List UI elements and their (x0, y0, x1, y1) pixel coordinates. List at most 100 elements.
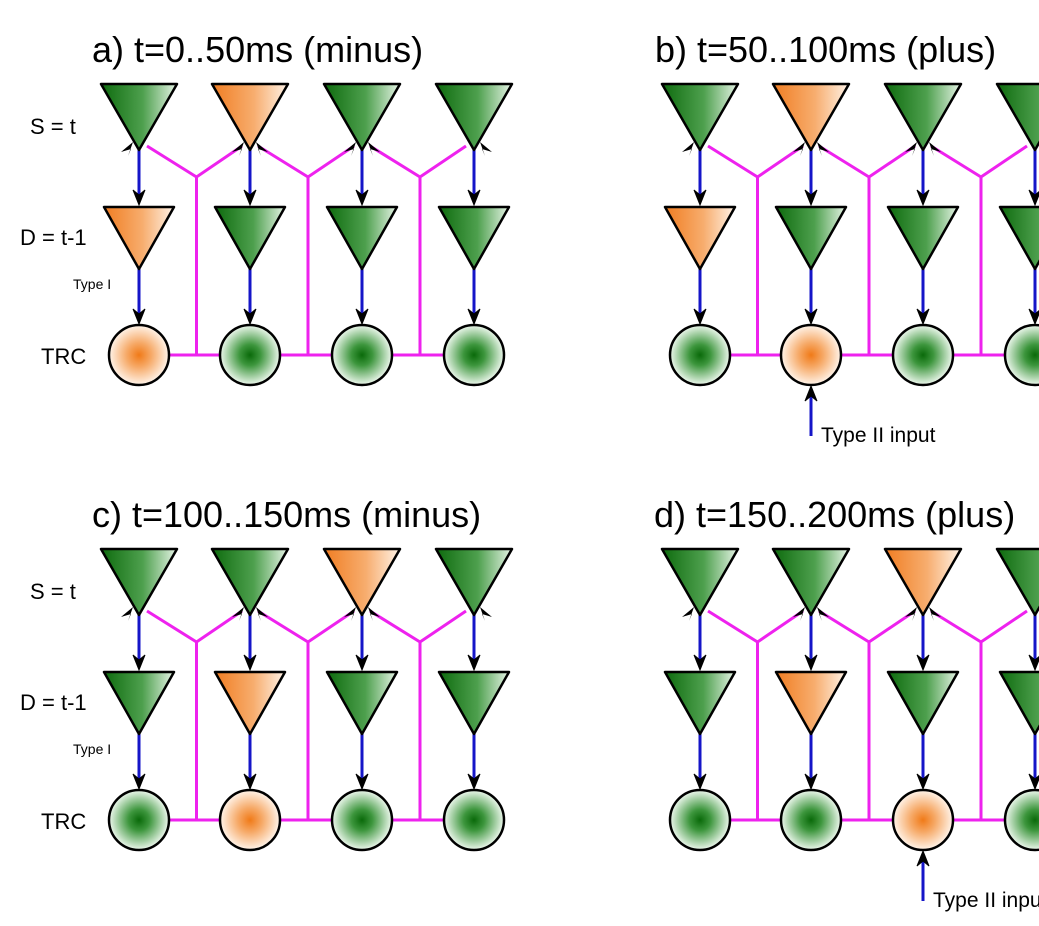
panel-a: a) t=0..50ms (minus) S = t D = t-1 TRC Type… (20, 29, 514, 387)
projection-arrowhead (132, 189, 146, 207)
projection-arrowhead (355, 308, 369, 326)
lateral-arrowhead (905, 607, 917, 621)
row-label-trc: TRC (41, 809, 86, 834)
trc-neuron (218, 323, 282, 387)
projection-arrowhead (916, 189, 930, 207)
projection-arrowhead (804, 189, 818, 207)
superficial-neuron (210, 547, 290, 617)
lateral-arrowhead (480, 142, 492, 156)
superficial-neuron (99, 547, 179, 617)
row-label-deep: D = t-1 (20, 690, 87, 715)
trc-neuron-active (107, 323, 171, 387)
deep-neuron (437, 670, 511, 736)
lateral-link (930, 144, 1028, 357)
superficial-neuron (434, 547, 514, 617)
projection-arrowhead (243, 308, 257, 326)
lateral-arrowhead (256, 607, 268, 621)
projection-arrowhead (243, 654, 257, 672)
superficial-neuron (660, 82, 740, 152)
deep-neuron (213, 205, 287, 271)
lateral-connections (707, 144, 1028, 357)
trc-neuron (1003, 788, 1039, 852)
trc-neuron (330, 788, 394, 852)
projection-arrowhead (1028, 654, 1039, 672)
panel-title: d) t=150..200ms (plus) (654, 494, 1015, 535)
trc-neuron (442, 323, 506, 387)
projection-arrowhead (693, 308, 707, 326)
type-one-label: Type I (73, 741, 111, 757)
lateral-link (257, 144, 355, 357)
superficial-neuron-active (771, 82, 851, 152)
row-label-superficial: S = t (30, 579, 76, 604)
type-two-arrowhead (804, 384, 818, 402)
row-label-trc: TRC (41, 344, 86, 369)
lateral-link (146, 144, 243, 357)
projection-arrowhead (467, 189, 481, 207)
projection-arrowhead (467, 773, 481, 791)
lateral-connections (146, 144, 467, 357)
projection-arrowhead (1028, 773, 1039, 791)
superficial-neuron-active (322, 547, 402, 617)
type-two-arrowhead (916, 849, 930, 867)
projection-arrowhead (804, 654, 818, 672)
lateral-link (707, 609, 804, 822)
superficial-neuron-active (883, 547, 963, 617)
superficial-neuron (660, 547, 740, 617)
projection-arrowhead (693, 654, 707, 672)
projection-arrowhead (467, 654, 481, 672)
trc-neuron (330, 323, 394, 387)
panel-b: b) t=50..100ms (plus) Type II input (655, 29, 1039, 447)
lateral-link (369, 144, 467, 357)
superficial-neuron (99, 82, 179, 152)
lateral-arrowhead (817, 142, 829, 156)
projection-arrowhead (916, 773, 930, 791)
superficial-neuron (771, 547, 851, 617)
panel-c: c) t=100..150ms (minus) S = t D = t-1 TRC T… (20, 494, 514, 852)
lateral-arrowhead (368, 142, 380, 156)
deep-neuron (998, 670, 1039, 736)
projection-arrowhead (804, 308, 818, 326)
lateral-link (257, 609, 355, 822)
trc-neuron-active (779, 323, 843, 387)
projection-arrowhead (243, 773, 257, 791)
row-label-superficial: S = t (30, 114, 76, 139)
lateral-connections (146, 609, 467, 822)
trc-neuron (668, 323, 732, 387)
lateral-arrowhead (682, 607, 694, 621)
superficial-neuron (995, 82, 1039, 152)
deep-neuron (102, 670, 176, 736)
lateral-arrowhead (121, 142, 133, 156)
lateral-link (930, 609, 1028, 822)
panel-title: b) t=50..100ms (plus) (655, 29, 996, 70)
superficial-neuron-active (210, 82, 290, 152)
lateral-arrowhead (480, 607, 492, 621)
deep-neuron-active (213, 670, 287, 736)
lateral-arrowhead (929, 142, 941, 156)
projection-arrowhead (355, 773, 369, 791)
lateral-arrowhead (232, 142, 244, 156)
lateral-link (818, 144, 916, 357)
lateral-arrowhead (344, 607, 356, 621)
projection-arrowhead (693, 189, 707, 207)
superficial-neuron (995, 547, 1039, 617)
deep-neuron (325, 670, 399, 736)
deep-neuron-active (663, 205, 737, 271)
lateral-arrowhead (682, 142, 694, 156)
trc-neuron (779, 788, 843, 852)
projection-arrowhead (132, 773, 146, 791)
trc-neuron (668, 788, 732, 852)
projection-arrowhead (132, 654, 146, 672)
trc-neuron (1003, 323, 1039, 387)
trc-neuron (107, 788, 171, 852)
projection-arrowhead (693, 773, 707, 791)
projection-arrowhead (467, 308, 481, 326)
lateral-arrowhead (344, 142, 356, 156)
projection-arrowhead (916, 308, 930, 326)
trc-neuron (442, 788, 506, 852)
projection-arrowhead (243, 189, 257, 207)
projection-arrowhead (804, 773, 818, 791)
lateral-link (146, 609, 243, 822)
trc-neuron-active (218, 788, 282, 852)
deep-neuron-active (102, 205, 176, 271)
